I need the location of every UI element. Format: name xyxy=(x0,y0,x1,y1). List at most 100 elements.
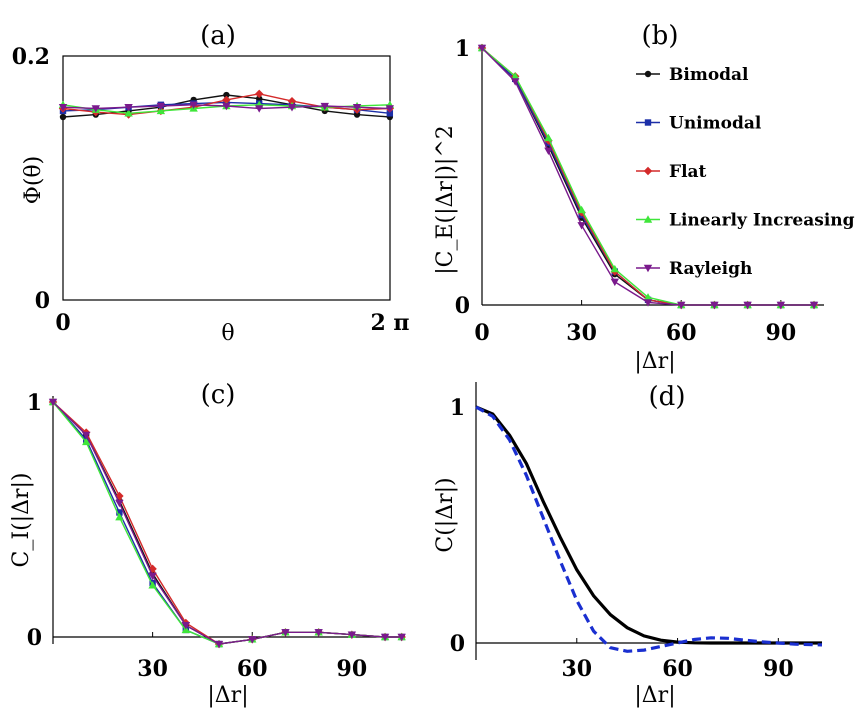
ticks-c: 30 60 90 0 1 xyxy=(27,390,367,682)
legend-marker-flat xyxy=(643,166,653,176)
data-point-flat xyxy=(287,96,297,106)
series-line-solid xyxy=(475,405,822,645)
panel-a: (a) θ Φ(θ) 0 2 π 0 0.2 xyxy=(12,21,410,346)
x-tick-label: 90 xyxy=(763,656,794,682)
series-line-bimodal xyxy=(52,401,402,645)
data-point-linearly-increasing xyxy=(511,72,520,80)
legend-marker-bimodal xyxy=(644,70,652,78)
y-tick-label: 1 xyxy=(27,390,42,416)
data-point-rayleigh xyxy=(222,102,231,111)
data-point-rayleigh xyxy=(248,636,257,644)
y-axis-label-c: C_I(|Δr|) xyxy=(9,473,34,568)
data-point-unimodal xyxy=(116,509,123,516)
ticks-a: 0 2 π 0 0.2 xyxy=(12,44,410,336)
data-point-rayleigh xyxy=(156,102,166,111)
data-point-bimodal xyxy=(223,91,230,99)
y-tick-label: 0 xyxy=(450,631,465,657)
y-tick-label: 0 xyxy=(455,293,470,319)
data-point-linearly-increasing xyxy=(156,106,166,115)
data-point-rayleigh xyxy=(281,629,290,637)
data-point-bimodal xyxy=(353,111,361,118)
legend-label-rayleigh: Rayleigh xyxy=(669,259,752,279)
data-point-rayleigh xyxy=(677,301,686,310)
x-axis-label-d: |Δr| xyxy=(634,683,675,708)
y-axis-label-d: C(|Δr|) xyxy=(433,477,458,552)
plot-frame-a xyxy=(62,55,391,301)
legend-label-unimodal: Unimodal xyxy=(669,114,762,134)
series-d xyxy=(475,405,823,653)
series-b xyxy=(477,43,819,310)
series-c xyxy=(48,397,406,649)
data-point-rayleigh xyxy=(320,102,329,111)
data-point-linearly-increasing xyxy=(610,264,620,273)
x-axis-label-a: θ xyxy=(221,321,234,346)
data-point-rayleigh xyxy=(643,299,653,307)
y-tick-label: 1 xyxy=(455,36,470,62)
x-axis-label-b: |Δr| xyxy=(634,349,675,374)
data-point-unimodal xyxy=(386,110,394,117)
legend-label-linearly-increasing: Linearly Increasing xyxy=(669,211,855,231)
legend-marker-linearly-increasing xyxy=(643,215,653,223)
data-point-rayleigh xyxy=(58,104,68,112)
x-tick-label: 60 xyxy=(662,656,693,682)
legend-marker-rayleigh xyxy=(643,264,653,273)
x-tick-label: 60 xyxy=(666,320,697,346)
data-point-rayleigh xyxy=(115,499,124,508)
y-axis-label-a: Φ(θ) xyxy=(21,156,46,204)
data-point-rayleigh xyxy=(380,633,390,642)
data-point-linearly-increasing xyxy=(544,133,553,142)
data-point-rayleigh xyxy=(577,222,586,230)
x-tick-label: 30 xyxy=(137,656,168,682)
x-tick-label: 60 xyxy=(237,656,268,682)
data-point-rayleigh xyxy=(148,572,157,581)
series-line-linearly-increasing xyxy=(52,401,402,645)
data-point-rayleigh xyxy=(255,105,264,113)
y-axis-label-b: |C_E(|Δr|)|^2 xyxy=(433,125,458,275)
data-point-rayleigh xyxy=(743,301,752,310)
data-point-bimodal xyxy=(59,113,67,121)
data-point-rayleigh xyxy=(352,104,362,112)
legend-label-bimodal: Bimodal xyxy=(669,65,749,85)
data-point-rayleigh xyxy=(189,101,198,109)
data-point-rayleigh xyxy=(181,622,191,630)
data-point-rayleigh xyxy=(397,633,406,642)
data-point-rayleigh xyxy=(610,278,620,287)
x-tick-label: 90 xyxy=(766,320,797,346)
y-tick-label: 0 xyxy=(35,288,50,314)
panel-c-title: (c) xyxy=(201,380,236,410)
x-axis-label-c: |Δr| xyxy=(207,683,248,708)
series-line-dashed xyxy=(475,405,823,653)
data-point-rayleigh xyxy=(82,431,91,440)
x-tick-label: 30 xyxy=(566,320,597,346)
series-line-rayleigh xyxy=(52,401,402,645)
ticks-d: 30 60 90 0 1 xyxy=(450,395,794,682)
data-point-flat xyxy=(255,89,264,99)
series-line-flat xyxy=(52,401,402,645)
data-point-linearly-increasing xyxy=(82,437,91,446)
data-point-rayleigh xyxy=(91,105,100,113)
panel-d: (d) |Δr| C(|Δr|) 30 60 90 0 1 xyxy=(433,382,823,708)
panel-b: (b) |Δr| |C_E(|Δr|)|^2 0 30 60 90 0 1 Bimodal… xyxy=(433,21,855,374)
x-tick-label: 2 π xyxy=(370,310,409,336)
data-point-rayleigh xyxy=(809,301,819,310)
data-point-linearly-increasing xyxy=(148,581,157,589)
legend-marker-unimodal xyxy=(644,119,652,126)
ticks-b: 0 30 60 90 0 1 xyxy=(455,36,796,346)
data-point-flat xyxy=(148,564,157,574)
data-point-rayleigh xyxy=(511,78,520,86)
data-point-linearly-increasing xyxy=(643,293,653,301)
data-point-linearly-increasing xyxy=(115,512,124,521)
y-tick-label: 0 xyxy=(27,625,42,651)
y-tick-label: 0.2 xyxy=(12,44,50,70)
y-tick-label: 1 xyxy=(450,395,465,421)
panel-d-title: (d) xyxy=(649,382,686,412)
x-tick-label: 0 xyxy=(474,320,489,346)
data-point-rayleigh xyxy=(287,104,297,112)
data-point-rayleigh xyxy=(124,104,133,112)
data-point-rayleigh xyxy=(385,105,395,113)
data-point-rayleigh xyxy=(347,631,357,639)
series-line-unimodal xyxy=(52,401,402,645)
x-tick-label: 90 xyxy=(337,656,368,682)
data-point-rayleigh xyxy=(314,629,323,637)
